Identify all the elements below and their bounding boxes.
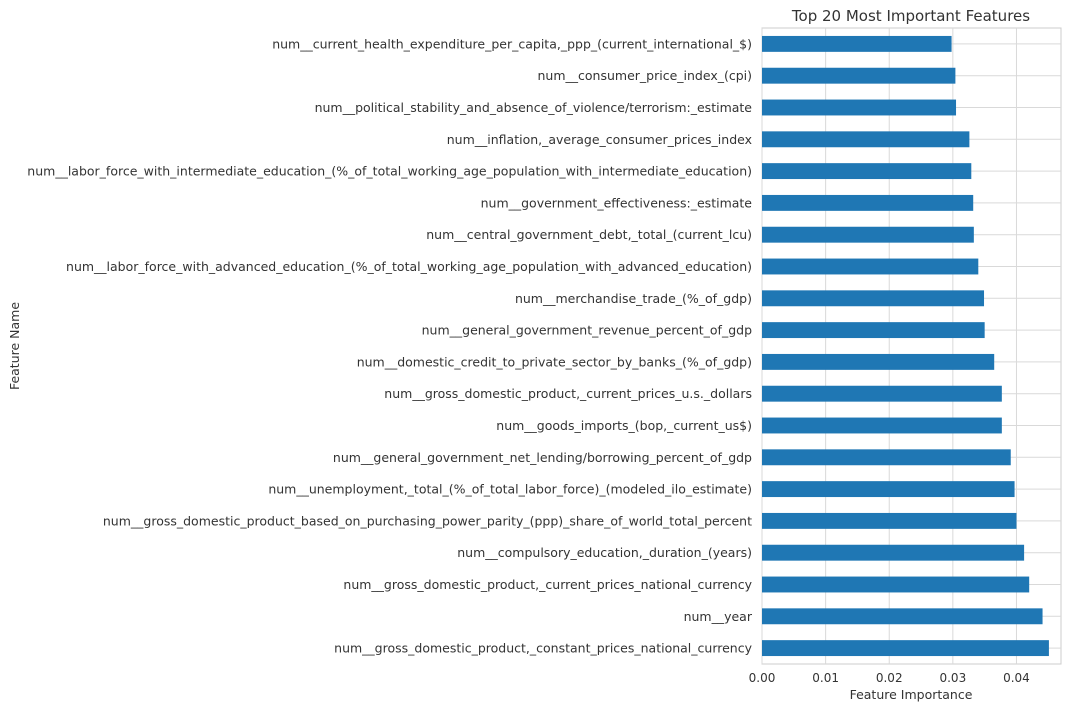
bars	[762, 35, 1049, 657]
bar	[762, 258, 979, 275]
bar	[762, 290, 985, 307]
x-tick-label: 0.01	[812, 671, 839, 685]
y-tick-label: num__domestic_credit_to_private_sector_b…	[357, 354, 752, 369]
y-tick-label: num__central_government_debt,_total_(cur…	[426, 227, 752, 242]
y-axis-title: Feature Name	[7, 302, 22, 390]
y-tick-label: num__gross_domestic_product,_current_pri…	[343, 577, 752, 592]
y-tick-label: num__political_stability_and_absence_of_…	[315, 100, 753, 115]
bar	[762, 131, 970, 148]
y-tick-label: num__current_health_expenditure_per_capi…	[272, 36, 752, 51]
bar	[762, 512, 1017, 529]
y-tick-label: num__goods_imports_(bop,_current_us$)	[496, 418, 752, 433]
bar	[762, 35, 952, 52]
y-tick-label: num__labor_force_with_advanced_education…	[66, 259, 752, 274]
x-tick-label: 0.03	[939, 671, 966, 685]
bar	[762, 194, 974, 211]
y-tick-label: num__gross_domestic_product,_current_pri…	[384, 386, 752, 401]
y-tick-label: num__general_government_net_lending/borr…	[333, 450, 752, 465]
bar	[762, 226, 974, 243]
bar	[762, 640, 1049, 657]
bar	[762, 353, 995, 370]
bar	[762, 608, 1043, 625]
bar	[762, 481, 1015, 498]
y-tick-label: num__compulsory_education,_duration_(yea…	[457, 545, 752, 560]
bar	[762, 163, 972, 180]
bar	[762, 449, 1011, 466]
y-tick-labels: num__current_health_expenditure_per_capi…	[27, 36, 753, 655]
x-tick-label: 0.00	[749, 671, 776, 685]
bar	[762, 99, 957, 116]
chart-title: Top 20 Most Important Features	[791, 7, 1030, 25]
y-tick-label: num__gross_domestic_product,_constant_pr…	[334, 641, 752, 656]
bar	[762, 385, 1002, 402]
x-axis-title: Feature Importance	[850, 687, 973, 702]
bar	[762, 576, 1030, 593]
y-tick-label: num__government_effectiveness:_estimate	[481, 195, 753, 210]
y-tick-label: num__general_government_revenue_percent_…	[422, 323, 752, 338]
y-tick-label: num__merchandise_trade_(%_of_gdp)	[515, 291, 752, 306]
bar	[762, 67, 956, 84]
bar	[762, 544, 1025, 561]
y-tick-label: num__inflation,_average_consumer_prices_…	[447, 132, 752, 147]
x-tick-labels: 0.00 0.01 0.02 0.03 0.04	[749, 671, 1030, 685]
x-tick-label: 0.02	[876, 671, 903, 685]
bar	[762, 417, 1002, 434]
y-tick-label: num__labor_force_with_intermediate_educa…	[27, 164, 752, 179]
y-tick-label: num__year	[684, 609, 753, 624]
y-tick-label: num__unemployment,_total_(%_of_total_lab…	[268, 482, 752, 497]
y-tick-label: num__gross_domestic_product_based_on_pur…	[103, 513, 752, 528]
y-tick-label: num__consumer_price_index_(cpi)	[538, 68, 753, 83]
x-tick-label: 0.04	[1003, 671, 1030, 685]
bar	[762, 322, 985, 339]
